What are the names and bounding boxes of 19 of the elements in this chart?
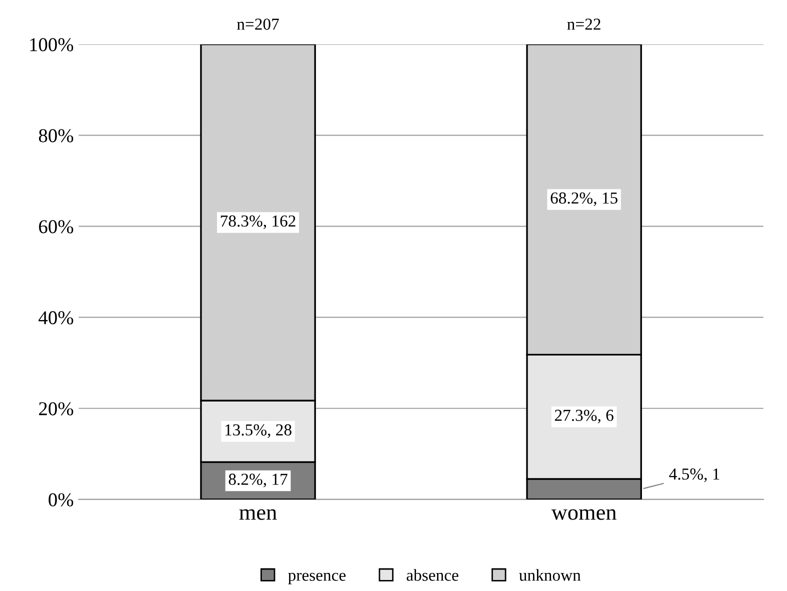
annotation: n=22: [567, 18, 600, 30]
legend-label: unknown: [519, 569, 581, 581]
data-label: 4.5%, 1: [669, 468, 720, 482]
data-label: 78.3%, 162: [220, 215, 296, 230]
legend-label: presence: [288, 572, 346, 584]
y-tick-label: 40%: [38, 311, 74, 324]
x-tick-label: women: [551, 509, 616, 520]
y-tick-label: 20%: [39, 402, 74, 416]
annotation: n=207: [237, 18, 279, 30]
y-tick-label: 0%: [48, 493, 74, 506]
y-tick-label: 100%: [30, 38, 74, 52]
legend-label: absence: [406, 569, 458, 581]
y-tick-label: 60%: [39, 220, 74, 234]
data-label: 13.5%, 28: [225, 424, 292, 438]
y-tick-label: 80%: [38, 129, 74, 142]
data-label: 27.3%, 6: [554, 410, 614, 424]
data-label: 8.2%, 17: [228, 474, 288, 488]
data-label: 68.2%, 15: [550, 192, 618, 206]
x-tick-label: men: [239, 509, 277, 520]
